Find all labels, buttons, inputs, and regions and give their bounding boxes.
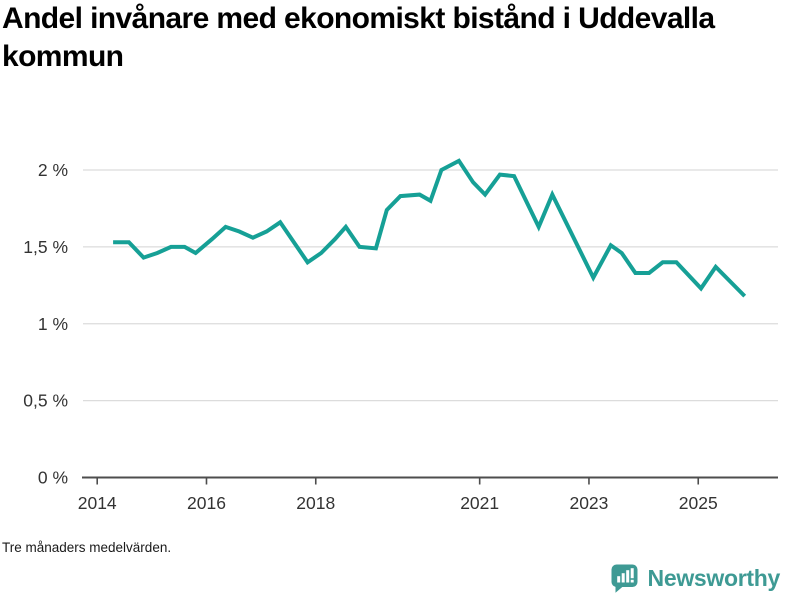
data-line xyxy=(113,158,747,298)
y-axis-tick-label: 0,5 % xyxy=(23,391,68,411)
x-axis-tick-label: 2025 xyxy=(679,493,718,513)
x-axis-tick-label: 2016 xyxy=(187,493,226,513)
x-axis-tick-label: 2018 xyxy=(296,493,335,513)
chart-footnote: Tre månaders medelvärden. xyxy=(2,540,172,555)
x-axis-tick-label: 2023 xyxy=(569,493,608,513)
newsworthy-bubble-chart-icon xyxy=(611,564,638,593)
y-axis-tick-label: 0 % xyxy=(38,468,68,488)
newsworthy-logo[interactable]: Newsworthy xyxy=(610,563,780,593)
y-axis-tick-label: 2 % xyxy=(38,160,68,180)
x-axis-tick-label: 2021 xyxy=(460,493,499,513)
y-axis-tick-label: 1 % xyxy=(38,314,68,334)
brand-name: Newsworthy xyxy=(647,564,781,591)
x-axis-tick-label: 2014 xyxy=(78,493,117,513)
page-title: Andel invånare med ekonomiskt bistånd i … xyxy=(2,2,715,73)
y-axis-tick-label: 1,5 % xyxy=(23,237,68,257)
